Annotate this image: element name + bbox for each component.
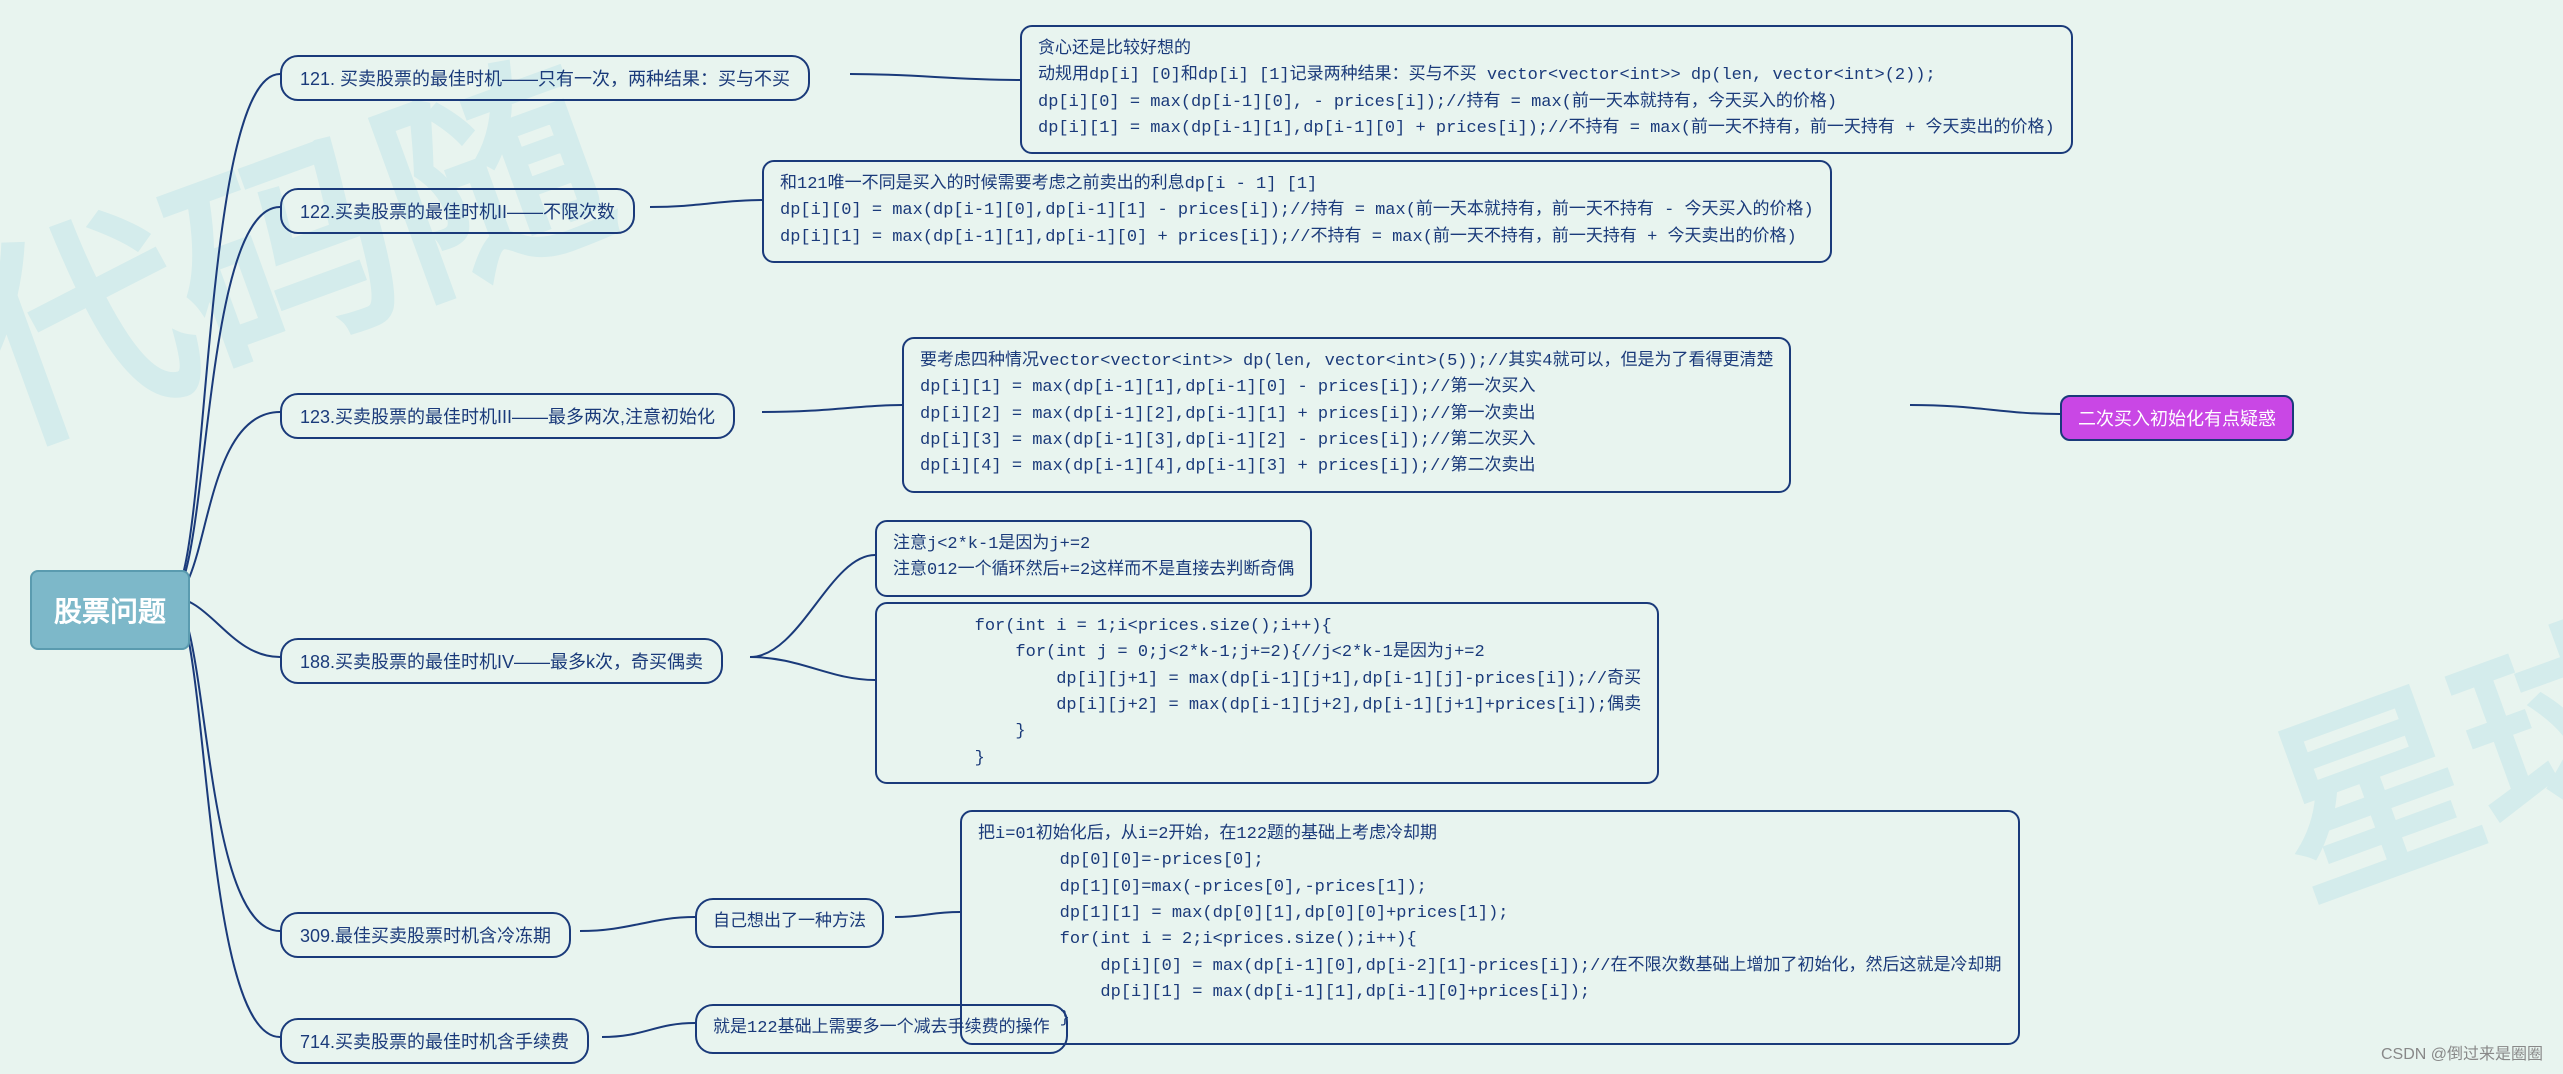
watermark-text: 星球 — [2225, 540, 2563, 949]
connector-path — [580, 917, 695, 931]
attribution-text: CSDN @倒过来是圈圈 — [2381, 1040, 2543, 1064]
connector-path — [170, 597, 280, 1037]
detail-node: 注意j<2*k-1是因为j+=2 注意012一个循环然后+=2这样而不是直接去判… — [875, 520, 1312, 597]
detail-node: 把i=01初始化后，从i=2开始，在122题的基础上考虑冷却期 dp[0][0]… — [960, 810, 2020, 1045]
detail-node: for(int i = 1;i<prices.size();i++){ for(… — [875, 602, 1659, 784]
topic-node: 309.最佳买卖股票时机含冷冻期 — [280, 912, 571, 958]
topic-node: 714.买卖股票的最佳时机含手续费 — [280, 1018, 589, 1064]
connector-path — [750, 555, 875, 657]
topic-node: 123.买卖股票的最佳时机III——最多两次,注意初始化 — [280, 393, 735, 439]
connector-path — [850, 74, 1020, 80]
connector-path — [170, 74, 280, 597]
connector-path — [895, 912, 960, 917]
detail-node: 要考虑四种情况vector<vector<int>> dp(len, vecto… — [902, 337, 1791, 493]
detail-node: 和121唯一不同是买入的时候需要考虑之前卖出的利息dp[i - 1] [1] d… — [762, 160, 1832, 263]
connector-path — [170, 412, 280, 597]
connector-path — [602, 1023, 695, 1037]
connector-path — [750, 657, 875, 680]
root-node: 股票问题 — [30, 570, 190, 650]
highlight-node: 二次买入初始化有点疑惑 — [2060, 395, 2294, 441]
connector-path — [762, 405, 902, 412]
detail-node: 就是122基础上需要多一个减去手续费的操作 — [695, 1004, 1068, 1054]
connector-path — [650, 200, 762, 207]
topic-node: 122.买卖股票的最佳时机II——不限次数 — [280, 188, 635, 234]
topic-node: 121. 买卖股票的最佳时机——只有一次，两种结果：买与不买 — [280, 55, 810, 101]
detail-node: 贪心还是比较好想的 动规用dp[i] [0]和dp[i] [1]记录两种结果：买… — [1020, 25, 2073, 154]
connector-path — [1910, 405, 2060, 414]
detail-node: 自己想出了一种方法 — [695, 898, 884, 948]
topic-node: 188.买卖股票的最佳时机IV——最多k次，奇买偶卖 — [280, 638, 723, 684]
connector-path — [170, 207, 280, 597]
